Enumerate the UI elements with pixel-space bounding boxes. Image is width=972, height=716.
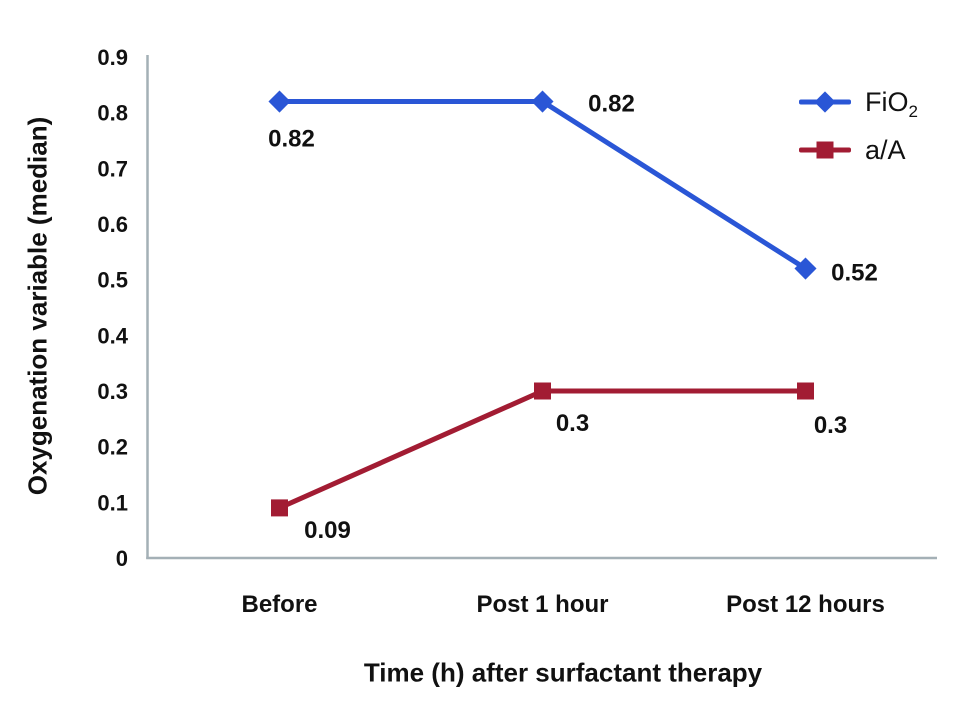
data-point-label: 0.3 [814,412,847,439]
x-axis-title: Time (h) after surfactant therapy [363,657,763,688]
fio2-series-swatch [799,90,851,114]
data-point-label: 0.09 [304,517,351,544]
y-tick-label: 0.6 [97,212,128,237]
y-axis-title: Oxygenation variable (median) [22,116,53,496]
legend-label-aa-base: a/A [865,134,906,165]
legend-label-aa: a/A [865,135,906,166]
category-label: Post 1 hour [476,591,608,618]
y-tick-label: 0 [116,546,128,571]
data-point-marker [794,257,817,280]
y-tick-label: 0.1 [97,490,128,515]
data-point-label: 0.82 [268,126,315,153]
y-tick-label: 0.9 [97,45,128,70]
data-point-marker [797,382,814,400]
legend-label-fio2-base: FiO [865,86,909,117]
y-tick-label: 0.5 [97,268,128,293]
data-point-marker [534,382,551,400]
series-line-FiO2 [277,99,808,272]
y-tick-label: 0.3 [97,379,128,404]
data-point-marker [268,90,291,113]
square-marker-icon [816,141,834,159]
y-tick-label: 0.8 [97,101,128,126]
data-point-label: 0.3 [556,410,589,437]
data-point-label: 0.52 [831,260,878,287]
category-label: Post 12 hours [726,591,885,618]
y-tick-label: 0.2 [97,435,128,460]
legend: FiO2 a/A [799,82,918,170]
legend-item-fio2: FiO2 [799,82,918,122]
legend-label-fio2-sub: 2 [908,101,918,121]
legend-label-fio2: FiO2 [865,86,918,121]
y-tick-label: 0.7 [97,156,128,181]
diamond-marker-icon [814,91,836,113]
data-point-label: 0.82 [588,91,635,118]
aa-series-swatch [799,138,851,162]
series-line-a/A [277,388,808,511]
legend-item-aa: a/A [799,130,918,170]
category-label: Before [241,591,317,618]
y-tick-label: 0.4 [97,323,128,348]
data-point-marker [271,499,288,517]
